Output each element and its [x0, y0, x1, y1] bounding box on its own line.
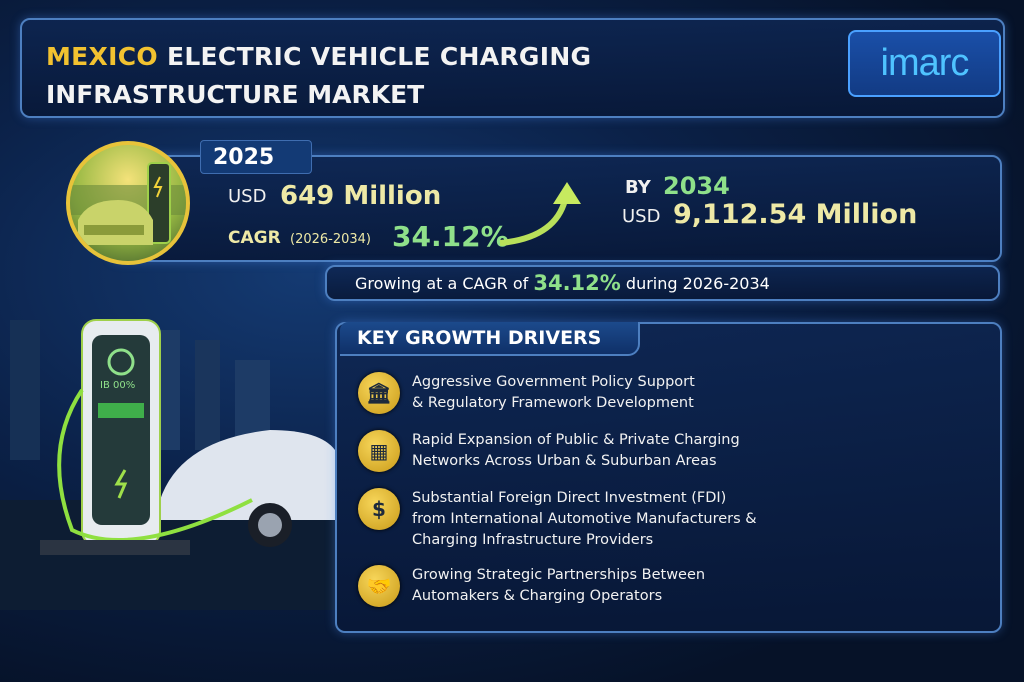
- ev-car-charging-image: [66, 141, 190, 265]
- driver-text: Networks Across Urban & Suburban Areas: [412, 453, 717, 469]
- driver-text: Rapid Expansion of Public & Private Char…: [412, 432, 740, 448]
- cagr-summary-bar: Growing at a CAGR of 34.12% during 2026-…: [325, 265, 1000, 301]
- cagr-summary-post: during 2026-2034: [625, 273, 770, 293]
- title-highlight: MEXICO: [46, 42, 158, 71]
- target-value: 9,112.54 Million: [673, 199, 918, 230]
- page-title-line2: INFRASTRUCTURE MARKET: [46, 80, 425, 109]
- charging-network-icon: ▦: [358, 430, 400, 472]
- driver-text: Growing Strategic Partnerships Between: [412, 567, 706, 583]
- base-year-tab: 2025: [200, 140, 312, 174]
- growth-arrow-icon: [499, 182, 581, 246]
- base-value: 649 Million: [280, 181, 442, 211]
- target-year: 2034: [663, 172, 730, 200]
- driver-text: Charging Infrastructure Providers: [412, 532, 654, 548]
- growth-drivers-panel: [335, 322, 1002, 633]
- investment-hand-dollar-icon: $: [358, 488, 400, 530]
- base-currency: USD: [228, 186, 267, 207]
- driver-item: ▦ Rapid Expansion of Public & Private Ch…: [358, 430, 740, 472]
- cagr-summary-pre: Growing at a CAGR of: [355, 273, 529, 293]
- ev-charging-station-illustration: IB 00%: [0, 300, 335, 610]
- cagr-label: CAGR: [228, 228, 281, 248]
- target-prefix: BY: [625, 177, 651, 198]
- growth-drivers-heading: KEY GROWTH DRIVERS: [340, 322, 640, 356]
- title-panel: MEXICO ELECTRIC VEHICLE CHARGING INFRAST…: [20, 18, 1005, 118]
- cagr-period: (2026-2034): [290, 232, 372, 247]
- driver-text: & Regulatory Framework Development: [412, 395, 694, 411]
- target-currency: USD: [622, 206, 661, 227]
- government-building-icon: 🏛: [358, 372, 400, 414]
- driver-item: $ Substantial Foreign Direct Investment …: [358, 488, 757, 551]
- driver-text: from International Automotive Manufactur…: [412, 511, 757, 527]
- title-rest: ELECTRIC VEHICLE CHARGING: [157, 42, 592, 71]
- driver-item: 🏛 Aggressive Government Policy Support & …: [358, 372, 695, 414]
- driver-text: Substantial Foreign Direct Investment (F…: [412, 490, 727, 506]
- cagr-value: 34.12%: [392, 220, 509, 253]
- imarc-logo: imarc: [848, 30, 1001, 97]
- charger-display-text: IB 00%: [100, 380, 135, 391]
- page-title-line1: MEXICO ELECTRIC VEHICLE CHARGING: [46, 42, 591, 71]
- driver-text: Automakers & Charging Operators: [412, 588, 663, 604]
- driver-item: 🤝 Growing Strategic Partnerships Between…: [358, 565, 705, 607]
- handshake-icon: 🤝: [358, 565, 400, 607]
- cagr-summary-value: 34.12%: [533, 271, 621, 295]
- driver-text: Aggressive Government Policy Support: [412, 374, 695, 390]
